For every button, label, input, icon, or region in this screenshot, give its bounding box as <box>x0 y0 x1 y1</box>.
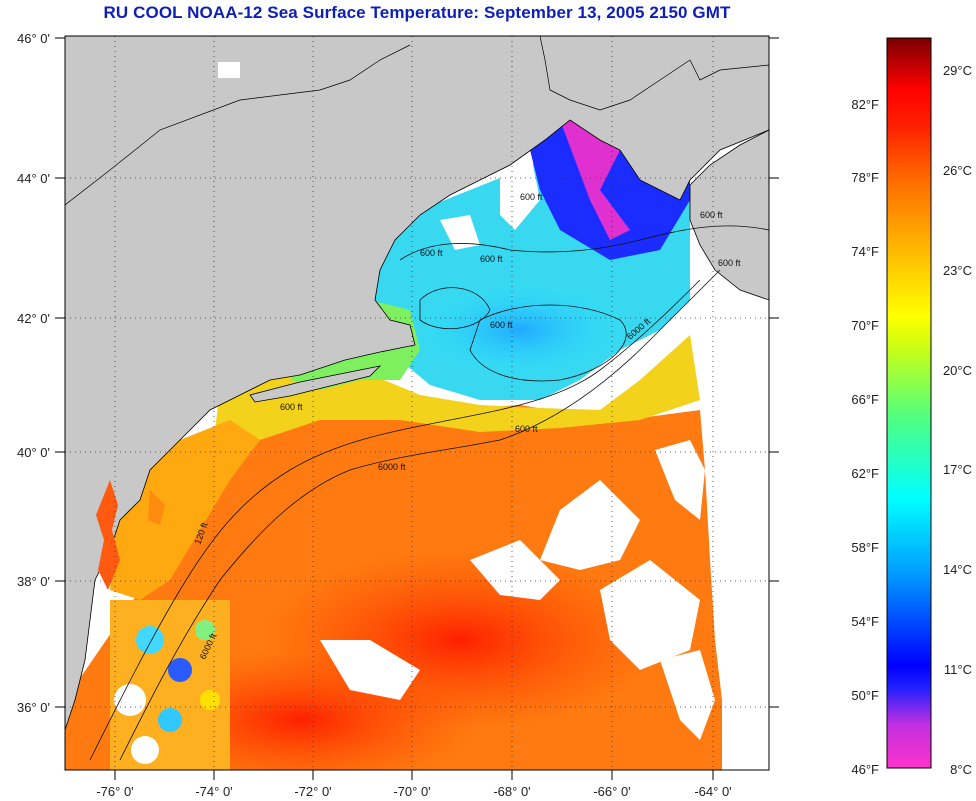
colorbar-f-label: 58°F <box>851 540 879 555</box>
map-title: RU COOL NOAA-12 Sea Surface Temperature:… <box>103 3 731 22</box>
longitude-label: -66° 0' <box>593 784 630 799</box>
contour-label: 600 ft <box>490 320 513 330</box>
colorbar-c-label: 17°C <box>943 462 972 477</box>
colorbar-f-label: 70°F <box>851 318 879 333</box>
colorbar-c-label: 20°C <box>943 363 972 378</box>
contour-label: 600 ft <box>700 210 723 220</box>
colorbar-f-label: 78°F <box>851 170 879 185</box>
colorbar-celsius-labels: 29°C 26°C 23°C 20°C 17°C 14°C 11°C 8°C <box>943 63 972 777</box>
shelf-water-band <box>215 335 700 440</box>
contour-label: 600 ft <box>280 402 303 412</box>
colorbar-f-label: 50°F <box>851 688 879 703</box>
georges-bank-cool <box>410 280 630 380</box>
latitude-label: 40° 0' <box>17 445 50 460</box>
colorbar-c-label: 8°C <box>950 762 972 777</box>
north-american-landmass <box>65 36 769 731</box>
nova-scotia <box>689 129 769 301</box>
contour-label: 600 ft <box>420 248 443 258</box>
longitude-label: -76° 0' <box>96 784 133 799</box>
colorbar-c-label: 26°C <box>943 163 972 178</box>
colorbar-f-label: 62°F <box>851 466 879 481</box>
colorbar <box>886 37 932 769</box>
longitude-labels: -76° 0' -74° 0' -72° 0' -70° 0' -68° 0' … <box>96 784 731 799</box>
colorbar-fahrenheit-labels: 82°F 78°F 74°F 70°F 66°F 62°F 58°F 54°F … <box>851 97 879 777</box>
latitude-label: 38° 0' <box>17 574 50 589</box>
inland-lake <box>218 62 240 78</box>
latitude-label: 46° 0' <box>17 31 50 46</box>
chesapeake-bay <box>96 480 120 590</box>
map-frame <box>64 35 770 771</box>
longitude-label: -74° 0' <box>195 784 232 799</box>
colorbar-f-label: 54°F <box>851 614 879 629</box>
contour-label: 6000 ft <box>378 462 406 472</box>
longitude-label: -68° 0' <box>493 784 530 799</box>
mottled-southwest <box>110 600 230 770</box>
colorbar-f-label: 82°F <box>851 97 879 112</box>
long-island <box>249 365 382 403</box>
longitude-label: -72° 0' <box>294 784 331 799</box>
contour-label: 600 ft <box>515 424 538 434</box>
delaware-bay <box>148 490 165 525</box>
latitude-label: 42° 0' <box>17 311 50 326</box>
cloud-streaks <box>320 150 715 740</box>
contour-label: 600 ft <box>480 254 503 264</box>
colorbar-c-label: 23°C <box>943 263 972 278</box>
political-boundaries <box>65 36 769 206</box>
latitude-labels: 46° 0' 44° 0' 42° 0' 40° 0' 38° 0' 36° 0… <box>17 31 50 715</box>
contour-label: 600 ft <box>520 192 543 202</box>
latitude-label: 36° 0' <box>17 700 50 715</box>
colorbar-c-label: 14°C <box>943 562 972 577</box>
colorbar-c-label: 29°C <box>943 63 972 78</box>
colorbar-c-label: 11°C <box>944 662 972 677</box>
map-area: 600 ft 600 ft 600 ft 600 ft 6000 ft 6000… <box>65 36 769 770</box>
longitude-label: -70° 0' <box>393 784 430 799</box>
longitude-label: -64° 0' <box>694 784 731 799</box>
colorbar-f-label: 46°F <box>851 762 879 777</box>
tick-marks <box>55 37 779 780</box>
colorbar-f-label: 74°F <box>851 244 879 259</box>
contour-label: 600 ft <box>718 258 741 268</box>
bathymetry-contours <box>89 225 769 761</box>
latitude-label: 44° 0' <box>17 171 50 186</box>
colorbar-f-label: 66°F <box>851 392 879 407</box>
